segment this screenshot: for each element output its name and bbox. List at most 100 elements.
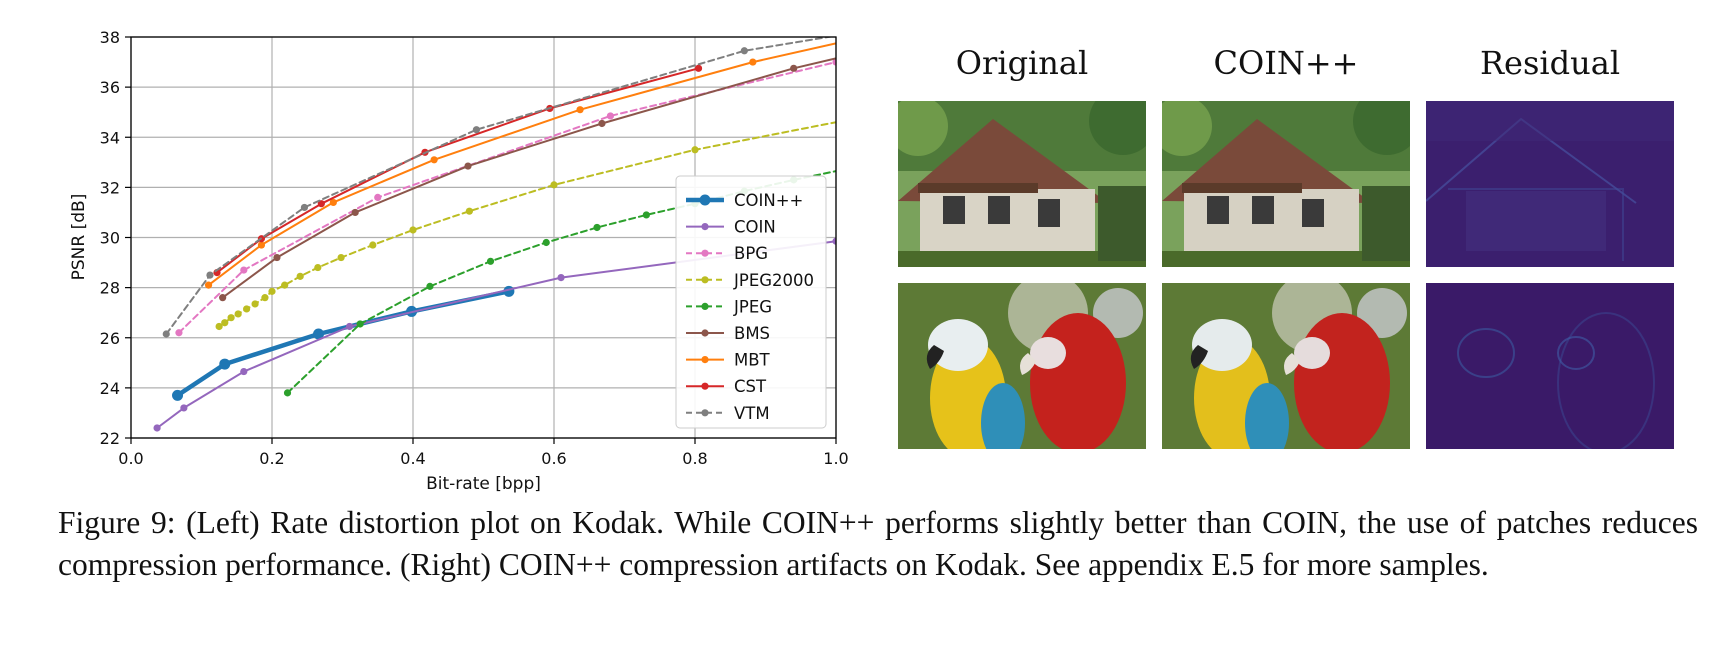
data-point-jpeg2000 (243, 305, 251, 313)
data-point-jpeg2000 (251, 300, 259, 308)
data-point-mbt (257, 241, 266, 249)
data-point-coin (153, 424, 161, 432)
data-point-bms (351, 208, 359, 217)
series-line-coin (156, 240, 836, 429)
legend-marker-jpeg2000 (701, 276, 709, 284)
data-point-coinpppp (313, 328, 325, 340)
data-point-mbt (576, 106, 584, 114)
y-tick-label: 28 (100, 279, 120, 298)
residual-house-image (1426, 101, 1674, 267)
data-point-bms (598, 119, 606, 128)
legend-entry-jpeg2000: JPEG2000 (686, 271, 814, 290)
series-bpg (175, 58, 836, 337)
series-coin (153, 237, 836, 432)
data-point-jpeg (486, 257, 495, 265)
data-point-jpeg2000 (314, 263, 322, 272)
axis-ticks: 0.0 0.2 0.4 0.6 0.8 1.0 22 24 26 28 30 32 34 36 38 (100, 28, 849, 468)
data-point-cst (694, 64, 703, 72)
legend-label-cst: CST (734, 377, 767, 396)
y-tick-label: 38 (100, 28, 120, 47)
series-line-coinpppp (175, 289, 512, 398)
data-point-jpeg2000 (550, 181, 558, 189)
data-point-vtm (300, 203, 309, 212)
legend-entry-cst: CST (686, 377, 767, 396)
legend-marker-vtm (701, 409, 709, 417)
data-point-jpeg2000 (691, 146, 699, 154)
x-tick-label: 1.0 (823, 449, 848, 468)
y-tick-label: 30 (100, 229, 120, 248)
data-point-bpg (374, 193, 382, 201)
y-tick-label: 32 (100, 178, 120, 197)
series-bms (219, 57, 836, 302)
data-point-jpeg2000 (409, 226, 417, 234)
legend-entry-bpg: BPG (686, 244, 768, 263)
column-title-original: Original (955, 44, 1089, 82)
data-point-jpeg (642, 211, 650, 219)
data-point-jpeg2000 (465, 207, 473, 215)
legend-entry-vtm: VTM (686, 404, 770, 423)
series-vtm (162, 37, 835, 338)
legend-marker-cst (701, 382, 709, 390)
rate-distortion-chart: 0.0 0.2 0.4 0.6 0.8 1.0 22 24 26 28 30 32 34 36 38 Bit… (69, 28, 849, 494)
column-title-residual: Residual (1479, 44, 1621, 82)
series-mbt (204, 42, 836, 289)
coinpp-parrots-image (1162, 283, 1410, 449)
original-house-image (898, 101, 1146, 267)
x-tick-label: 0.6 (541, 449, 566, 468)
data-point-bpg (175, 329, 183, 337)
legend: COIN++ COIN BPG JPEG2000 JPEG BMS MBT CST VTM (675, 175, 827, 429)
series-clip-group (153, 37, 836, 432)
x-tick-label: 0.2 (259, 449, 284, 468)
data-point-coin (240, 367, 248, 376)
x-tick-label: 0.4 (400, 449, 425, 468)
series-line-vtm (165, 37, 835, 335)
y-tick-label: 36 (100, 78, 120, 97)
data-point-jpeg2000 (296, 272, 304, 280)
legend-marker-jpeg (701, 302, 709, 310)
x-axis-label: Bit-rate [bpp] (426, 474, 541, 494)
legend-entry-coinpppp: COIN++ (686, 191, 803, 210)
data-point-bms (464, 162, 472, 170)
y-tick-label: 26 (100, 329, 120, 348)
legend-marker-bms (701, 329, 709, 337)
data-point-jpeg2000 (234, 310, 242, 318)
original-parrots-image (898, 283, 1146, 449)
y-tick-label: 34 (100, 128, 120, 147)
legend-entry-mbt: MBT (686, 351, 771, 370)
legend-label-jpeg2000: JPEG2000 (733, 271, 814, 290)
data-point-jpeg (356, 320, 364, 328)
data-point-jpeg2000 (221, 319, 229, 327)
legend-label-bpg: BPG (734, 244, 768, 263)
y-tick-label: 22 (100, 429, 120, 448)
column-title-coinpp: COIN++ (1213, 44, 1359, 82)
y-tick-label: 24 (100, 379, 120, 398)
data-point-coinpppp (219, 358, 231, 370)
data-point-jpeg2000 (369, 241, 377, 249)
x-tick-label: 0.8 (682, 449, 707, 468)
legend-entry-bms: BMS (686, 324, 770, 343)
legend-entry-jpeg: JPEG (686, 297, 772, 316)
data-point-jpeg (542, 238, 550, 247)
data-point-vtm (206, 271, 214, 279)
data-point-jpeg (283, 389, 292, 397)
data-point-bpg (832, 58, 836, 66)
data-point-jpeg (593, 223, 601, 232)
legend-label-mbt: MBT (734, 351, 771, 370)
legend-label-coinpppp: COIN++ (734, 191, 803, 210)
data-point-coin (345, 322, 354, 331)
data-point-bms (273, 253, 281, 262)
legend-marker-coinpppp (699, 194, 711, 206)
data-point-bpg (240, 266, 248, 274)
legend-label-coin: COIN (734, 218, 776, 237)
residual-parrots-image (1426, 283, 1674, 449)
legend-marker-mbt (701, 356, 709, 364)
data-point-mbt (329, 198, 337, 207)
legend-entry-coin: COIN (686, 218, 776, 237)
series-jpeg2000 (215, 121, 836, 331)
data-point-jpeg2000 (268, 287, 276, 295)
x-tick-label: 0.0 (118, 449, 143, 468)
data-point-cst (317, 200, 325, 208)
data-point-jpeg2000 (337, 253, 345, 262)
data-point-vtm (740, 47, 748, 55)
